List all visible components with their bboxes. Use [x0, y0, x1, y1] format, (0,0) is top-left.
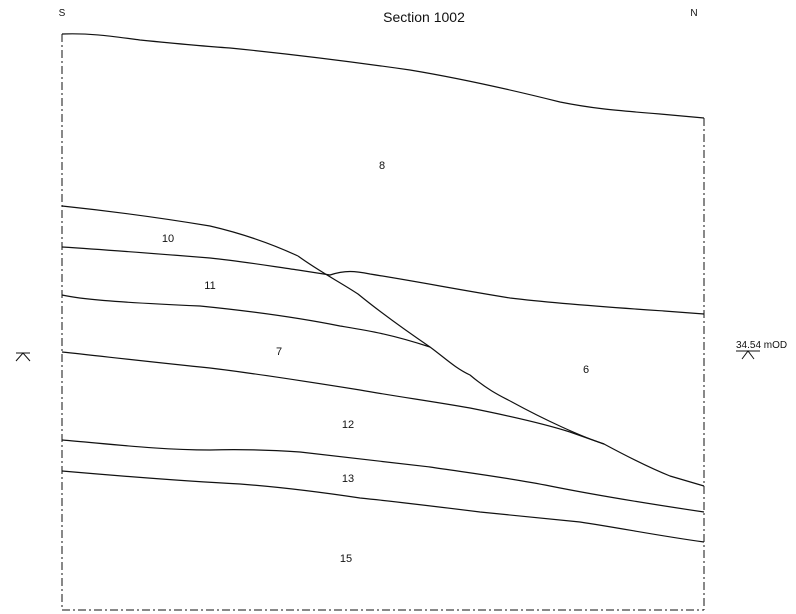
orientation-north: N	[690, 8, 697, 19]
context-label-10: 10	[162, 233, 174, 245]
boundary-10-11-and-8-6	[61, 246, 705, 315]
cut-line-6	[297, 255, 705, 487]
context-label-6: 6	[583, 364, 589, 376]
orientation-south: S	[59, 8, 66, 19]
boundary-7-12	[61, 351, 605, 445]
datum-marker-right-icon	[736, 350, 760, 360]
boundary-8-10	[61, 205, 299, 257]
context-label-8: 8	[379, 160, 385, 172]
datum-marker-left-icon	[15, 352, 31, 362]
context-label-11: 11	[204, 280, 215, 292]
boundary-13-15	[61, 470, 705, 543]
boundary-11-7	[61, 294, 431, 348]
boundary-12-13	[61, 439, 705, 513]
datum-level-label: 34.54 mOD	[736, 340, 787, 351]
section-title: Section 1002	[383, 9, 465, 25]
context-label-12: 12	[342, 419, 354, 431]
context-label-15: 15	[340, 553, 352, 565]
context-label-7: 7	[276, 346, 282, 358]
ground-surface-line	[61, 33, 705, 119]
context-label-13: 13	[342, 473, 354, 485]
